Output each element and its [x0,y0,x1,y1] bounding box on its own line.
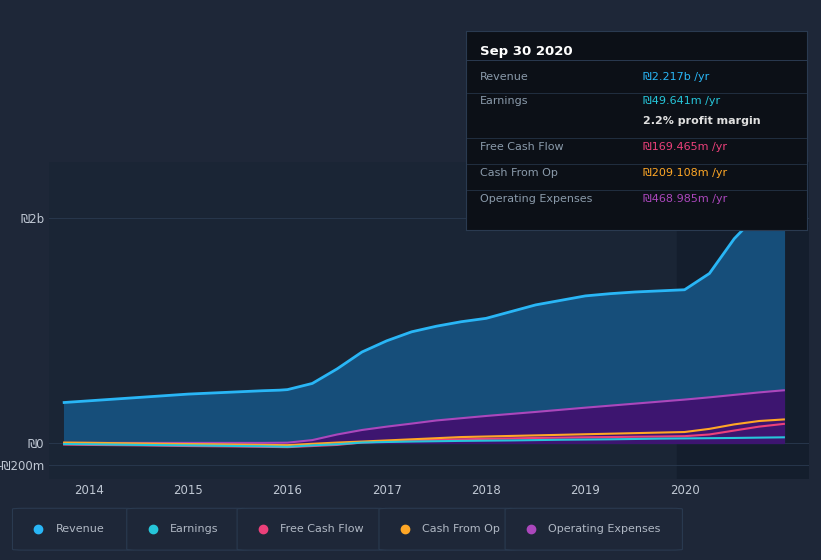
FancyBboxPatch shape [12,508,135,550]
Text: Earnings: Earnings [170,524,218,534]
Text: Free Cash Flow: Free Cash Flow [281,524,364,534]
Text: Cash From Op: Cash From Op [422,524,500,534]
Text: ₪169.465m /yr: ₪169.465m /yr [644,142,727,152]
Text: Cash From Op: Cash From Op [480,168,557,178]
Text: Operating Expenses: Operating Expenses [548,524,661,534]
FancyBboxPatch shape [505,508,682,550]
FancyBboxPatch shape [379,508,517,550]
Text: ₪49.641m /yr: ₪49.641m /yr [644,96,721,106]
FancyBboxPatch shape [237,508,387,550]
Text: Revenue: Revenue [480,72,529,82]
Text: ₪209.108m /yr: ₪209.108m /yr [644,168,727,178]
Text: ₪2.217b /yr: ₪2.217b /yr [644,72,709,82]
Text: Earnings: Earnings [480,96,529,106]
Text: Sep 30 2020: Sep 30 2020 [480,45,572,58]
Text: Free Cash Flow: Free Cash Flow [480,142,563,152]
Text: 2.2% profit margin: 2.2% profit margin [644,116,761,126]
Bar [677,162,809,479]
Text: Revenue: Revenue [56,524,104,534]
Text: Operating Expenses: Operating Expenses [480,194,592,204]
Text: ₪468.985m /yr: ₪468.985m /yr [644,194,727,204]
FancyBboxPatch shape [126,508,249,550]
